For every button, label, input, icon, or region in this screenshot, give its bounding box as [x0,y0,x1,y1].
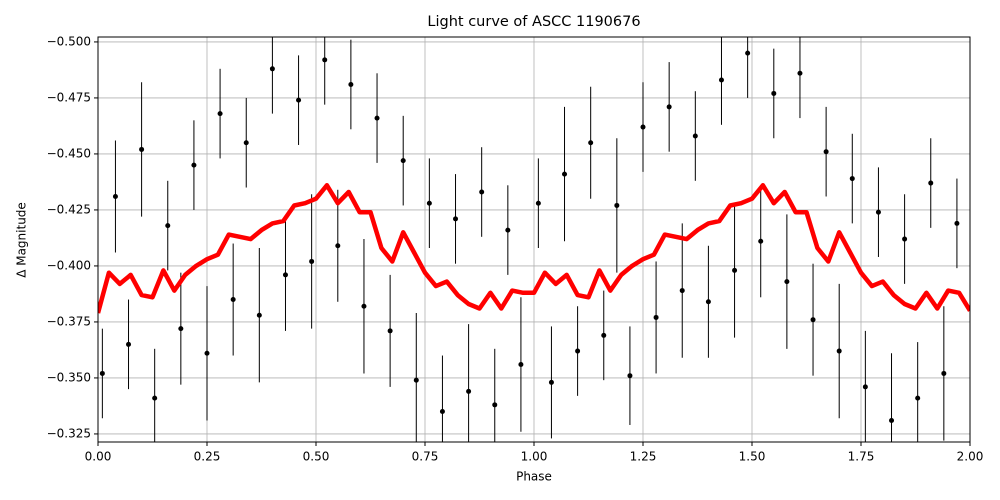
point [374,115,380,121]
point [230,297,236,303]
point [152,395,158,401]
y-tick-label: −0.325 [47,426,91,440]
point [426,200,432,206]
point [823,149,829,155]
point [112,193,118,199]
point [466,388,472,394]
point [548,379,554,385]
point [601,332,607,338]
point [627,373,633,379]
y-tick-label: −0.475 [47,90,91,104]
point [653,314,659,320]
point [296,97,302,103]
point [335,243,341,249]
point [849,176,855,182]
x-tick-label: 1.00 [521,450,548,464]
point [810,317,816,323]
x-tick-label: 0.50 [303,450,330,464]
point [732,267,738,273]
point [191,162,197,168]
point [679,288,685,294]
x-tick-label: 0.25 [194,450,221,464]
y-axis-label: Δ Magnitude [15,202,29,278]
point [505,227,511,233]
point [718,77,724,83]
x-tick-label: 2.00 [957,450,984,464]
x-tick-label: 1.50 [739,450,766,464]
point [453,216,459,222]
plot-frame [97,36,971,443]
x-axis-label: Phase [516,470,552,484]
point [165,223,171,229]
point [771,90,777,96]
y-tick-label: −0.425 [47,202,91,216]
x-tick-label: 0.00 [85,450,112,464]
y-tick-label: −0.450 [47,146,91,160]
point [745,50,751,56]
point [282,272,288,278]
point [348,81,354,87]
point [562,171,568,177]
point [941,370,947,376]
point [692,133,698,139]
point [413,377,419,383]
point [361,303,367,309]
point [256,312,262,318]
point [575,348,581,354]
point [954,220,960,226]
y-tick-label: −0.400 [47,258,91,272]
point [126,341,132,347]
point [400,158,406,164]
point [99,370,105,376]
point [479,189,485,195]
y-tick-label: −0.375 [47,314,91,328]
point [518,361,524,367]
y-tick-label: −0.350 [47,370,91,384]
point [836,348,842,354]
x-tick-label: 0.75 [412,450,439,464]
point [178,326,184,332]
x-tick-label: 1.75 [848,450,875,464]
y-tick-label: −0.500 [47,34,91,48]
point [902,236,908,242]
point [797,70,803,76]
point [666,104,672,110]
point [915,395,921,401]
point [492,402,498,408]
point [204,350,210,356]
point [269,66,275,72]
point [217,111,223,117]
point [640,124,646,130]
plot-area [98,37,970,442]
point [588,140,594,146]
point [928,180,934,186]
point [139,146,145,152]
point [614,202,620,208]
x-tick-label: 1.25 [630,450,657,464]
point [784,279,790,285]
model-curve [98,183,970,314]
point [243,140,249,146]
point [758,238,764,244]
point [862,384,868,390]
point [322,57,328,63]
point [889,417,895,423]
chart-title: Light curve of ASCC 1190676 [427,14,640,30]
point [705,299,711,305]
point [875,209,881,215]
point [387,328,393,334]
point [439,409,445,415]
point [309,258,315,264]
point [535,200,541,206]
